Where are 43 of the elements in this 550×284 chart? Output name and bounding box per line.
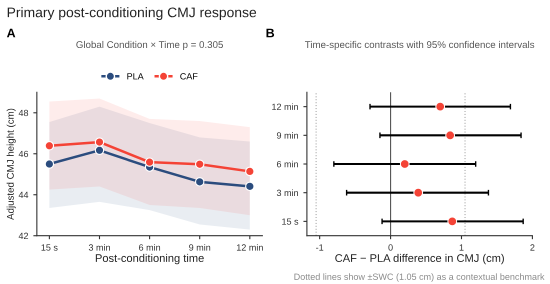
point — [245, 166, 255, 176]
x-tick-label: 6 min — [139, 244, 160, 251]
chart-subtitle: Time-specific contrasts with 95% confidence intervals — [304, 40, 534, 50]
text: Dotted lines show ±SWC (1.05 cm) as a contextual benchmark — [294, 273, 545, 282]
y-tick-label: 15 s — [282, 218, 298, 225]
y-tick-label: 6 min — [276, 160, 298, 168]
point — [94, 137, 104, 147]
x-tick-label: 12 min — [236, 244, 263, 251]
y-tick-label: 48 — [18, 110, 28, 116]
point — [44, 141, 54, 150]
chart-subtitle: Global Condition × Time p = 0.305 — [76, 40, 223, 50]
point — [435, 102, 446, 112]
x-tick-label: 1 — [460, 244, 464, 251]
x-tick-label: 3 min — [88, 244, 110, 251]
y-tick-label: 3 min — [276, 189, 298, 196]
chart-title: Primary post-conditioning CMJ response — [8, 7, 256, 20]
y-tick-label: 44 — [18, 192, 28, 198]
x-tick-label: -1 — [316, 244, 324, 251]
text: B — [266, 28, 274, 38]
point — [144, 157, 154, 167]
point — [445, 130, 456, 140]
x-axis-title: Post-conditioning time — [96, 254, 204, 264]
point — [194, 159, 204, 169]
legend-label: PLA — [127, 73, 144, 80]
text: A — [6, 28, 16, 38]
point — [44, 159, 54, 169]
y-tick-label: 46 — [18, 150, 28, 158]
y-tick-label: 9 min — [276, 132, 298, 139]
x-tick-label: 15 s — [42, 244, 58, 251]
point — [194, 177, 204, 187]
x-tick-label: 9 min — [189, 244, 210, 251]
legend-label: CAF — [180, 73, 198, 80]
point — [400, 159, 410, 169]
x-tick-label: 0 — [388, 244, 393, 251]
y-tick-label: 12 min — [272, 103, 298, 110]
x-tick-label: 2 — [530, 244, 534, 251]
point — [413, 188, 424, 198]
y-axis-title: Adjusted CMJ height (cm) — [6, 108, 16, 220]
x-axis-title: CAF − PLA difference in CMJ (cm) — [335, 254, 504, 264]
point — [94, 146, 104, 156]
point — [447, 216, 458, 226]
point — [245, 182, 255, 192]
y-tick-label: 42 — [18, 232, 28, 239]
